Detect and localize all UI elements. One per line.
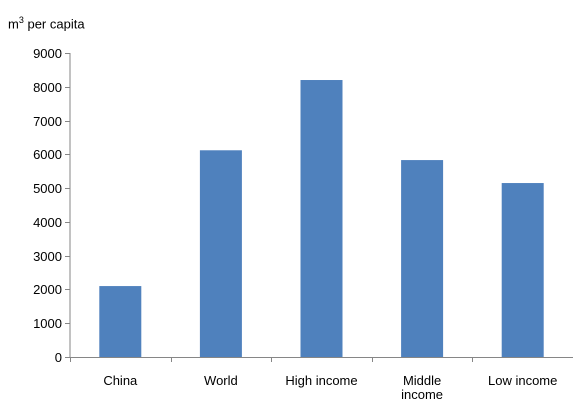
bar xyxy=(199,150,242,357)
y-tick-label: 9000 xyxy=(33,46,62,61)
bar xyxy=(99,286,142,357)
y-tick-label: 2000 xyxy=(33,282,62,297)
bar xyxy=(300,80,343,358)
x-category-label: income xyxy=(401,387,443,402)
y-tick-label: 3000 xyxy=(33,249,62,264)
bar xyxy=(501,183,544,357)
y-tick-label: 0 xyxy=(55,350,62,365)
axes-group xyxy=(65,53,573,362)
y-tick-label: 7000 xyxy=(33,114,62,129)
bar xyxy=(401,160,444,357)
y-tick-label: 1000 xyxy=(33,316,62,331)
y-tick-label: 4000 xyxy=(33,215,62,230)
y-unit-superscript: 3 xyxy=(18,15,24,25)
x-category-label: China xyxy=(103,373,138,388)
y-axis-unit-label: m3 per capita xyxy=(8,15,85,31)
x-category-label: Middle xyxy=(403,373,441,388)
x-category-label: High income xyxy=(285,373,357,388)
x-category-label: World xyxy=(204,373,238,388)
labels-group: 0 1000 2000 3000 4000 5000 6000 7000 8000 9000 Chi… xyxy=(33,46,557,402)
y-tick-label: 6000 xyxy=(33,147,62,162)
y-unit-base: m xyxy=(8,16,19,32)
x-category-label: Low income xyxy=(488,373,557,388)
y-tick-label: 5000 xyxy=(33,181,62,196)
y-unit-rest: per capita xyxy=(23,16,85,32)
bars-group xyxy=(99,80,544,358)
y-tick-label: 8000 xyxy=(33,80,62,95)
